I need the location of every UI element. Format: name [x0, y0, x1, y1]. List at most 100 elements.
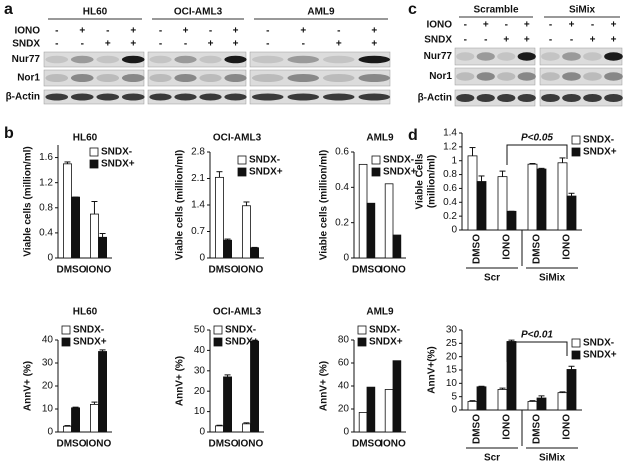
sign: -: [591, 20, 594, 31]
x-tick-label: DMSO: [57, 439, 87, 450]
bar: [63, 425, 72, 433]
y-tick-label: 10: [446, 378, 458, 389]
y-tick-label: 30: [42, 358, 54, 369]
blot-band: [456, 52, 475, 61]
x-tick-label: DMSO: [472, 414, 483, 444]
sign: +: [611, 20, 617, 31]
y-tick-label: 20: [446, 351, 458, 362]
blot-band: [583, 72, 602, 81]
blot-band: [199, 93, 222, 101]
sign: +: [233, 39, 239, 50]
bar: [71, 407, 81, 433]
y-tick-label: 1.4: [443, 128, 457, 139]
blot-band: [149, 55, 172, 64]
legend-swatch: [213, 337, 223, 347]
sign: -: [55, 39, 58, 50]
bar: [467, 401, 478, 411]
row-label: IONO: [14, 26, 40, 37]
blot-band: [583, 94, 602, 102]
bar: [536, 397, 547, 411]
y-tick-label: 0: [47, 427, 53, 438]
sign: +: [611, 35, 617, 46]
legend-label: SNDX-: [583, 338, 614, 349]
bar: [392, 360, 402, 433]
blot-band: [322, 74, 355, 82]
y-tick-label: 0.7: [191, 226, 205, 237]
y-tick-label: 40: [338, 381, 350, 392]
sign: +: [130, 39, 136, 50]
blot-band: [517, 72, 536, 81]
blot-band: [174, 93, 197, 101]
y-tick-label: 0: [199, 253, 205, 264]
y-axis-label: AnnV+ (%): [23, 361, 34, 411]
blot-label: Nur77: [12, 54, 41, 65]
x-tick-label: IONO: [238, 439, 264, 450]
blot-band: [121, 55, 145, 64]
x-tick-label: IONO: [502, 414, 513, 440]
sign: -: [302, 39, 305, 50]
y-axis-label: AnnV+ (%): [319, 361, 330, 411]
y-tick-label: 1: [451, 155, 457, 166]
y-tick-label: 40: [194, 345, 206, 356]
blot-band: [322, 55, 355, 64]
blot-band: [476, 94, 495, 102]
y-axis-label: AnnV+(%): [427, 346, 438, 394]
blot-band: [541, 52, 560, 61]
x-tick-label: DMSO: [352, 439, 382, 450]
legend-swatch: [213, 325, 223, 335]
blot-band: [121, 93, 145, 101]
y-tick-label: 0.8: [39, 202, 53, 213]
chart-title: OCI-AML3: [213, 133, 262, 144]
x-tick-label: IONO: [562, 414, 573, 440]
blot-band: [497, 72, 516, 81]
legend-swatch: [571, 135, 581, 145]
blot-band: [358, 93, 391, 101]
y-axis-label: Viable cells (million/ml): [319, 150, 330, 260]
legend-swatch: [237, 155, 247, 165]
bar: [241, 205, 251, 259]
y-tick-label: 20: [194, 386, 206, 397]
legend-label: SNDX+: [73, 337, 107, 348]
blot-band: [149, 93, 172, 101]
y-tick-label: 50: [194, 325, 206, 336]
blot-band: [358, 74, 391, 82]
sign: +: [336, 39, 342, 50]
blot-band: [497, 94, 516, 102]
blot-band: [45, 74, 69, 82]
legend-label: SNDX-: [249, 155, 280, 166]
bar: [506, 341, 517, 411]
sign: +: [105, 39, 111, 50]
sign: -: [549, 20, 552, 31]
legend-swatch: [571, 338, 581, 348]
blot-band: [224, 55, 247, 64]
x-tick-label: IONO: [380, 265, 406, 276]
bar: [566, 369, 577, 411]
blot-band: [174, 55, 197, 64]
legend-swatch: [371, 167, 381, 177]
blot-band: [45, 55, 69, 64]
annotation: P<0.05: [521, 133, 553, 144]
sign: -: [464, 20, 467, 31]
row-label: SNDX: [12, 39, 40, 50]
group-label: Scr: [484, 273, 500, 284]
blot-band: [604, 94, 623, 102]
legend-label: SNDX-: [383, 155, 414, 166]
bar: [90, 213, 99, 259]
chart-title: HL60: [73, 133, 98, 144]
sign: -: [266, 39, 269, 50]
sign: -: [337, 26, 340, 37]
legend-label: SNDX+: [101, 159, 135, 170]
y-axis-label: Viable cells (million/ml): [175, 150, 186, 260]
sign: -: [55, 26, 58, 37]
sign: +: [590, 35, 596, 46]
bar: [223, 239, 233, 259]
legend-label: SNDX+: [583, 350, 617, 361]
y-tick-label: 0: [199, 427, 205, 438]
blot-label: Nur77: [424, 51, 453, 62]
blot-band: [541, 72, 560, 81]
y-axis-label: (million/ml): [427, 155, 438, 208]
sign: +: [300, 26, 306, 37]
legend-swatch: [89, 147, 99, 157]
blot-band: [476, 72, 495, 81]
y-tick-label: 1.6: [39, 152, 53, 163]
